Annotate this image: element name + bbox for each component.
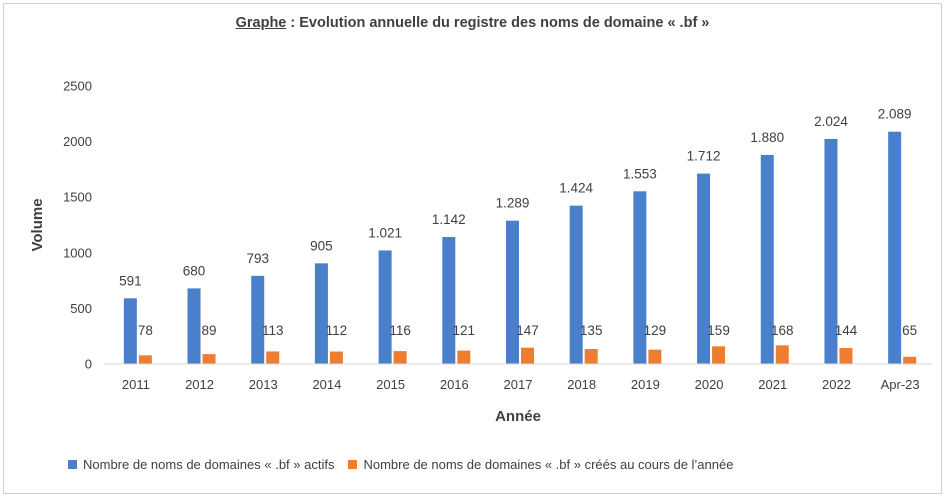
data-label-series2: 121 <box>453 323 476 338</box>
bar-series2 <box>584 348 598 364</box>
data-label-series1: 1.712 <box>687 149 721 164</box>
bars <box>123 131 917 364</box>
data-label-series1: 591 <box>119 273 142 288</box>
data-label-series2: 112 <box>326 323 348 338</box>
x-axis-ticks: 2011 2012 2013 2014 2015 2016 2017 2018 2019 2020… <box>122 377 920 392</box>
bar-series1 <box>187 288 201 364</box>
data-label-series1: 905 <box>310 238 333 253</box>
bar-series1 <box>569 205 583 364</box>
bar-series1 <box>378 250 392 364</box>
y-axis-title: Volume <box>29 198 46 251</box>
x-tick-label: 2017 <box>504 377 533 392</box>
x-tick-label: 2012 <box>185 377 214 392</box>
bar-series1 <box>760 154 774 364</box>
bar-series1 <box>697 173 711 364</box>
y-axis-ticks: 0 500 1000 1500 2000 2500 <box>63 79 92 372</box>
legend-item-series2: Nombre de noms de domaines « .bf » créés… <box>348 457 733 472</box>
bar-series2 <box>266 351 280 364</box>
bar-series1 <box>824 138 838 364</box>
data-label-series2: 78 <box>138 323 153 338</box>
bar-series2 <box>775 345 789 364</box>
x-tick-label: 2020 <box>695 377 724 392</box>
data-label-series2: 144 <box>835 323 858 338</box>
data-label-series1: 1.289 <box>496 196 530 211</box>
y-tick-label: 2500 <box>63 79 92 94</box>
data-label-series1: 793 <box>246 251 269 266</box>
data-label-series2: 135 <box>580 323 603 338</box>
y-tick-label: 2000 <box>63 134 92 149</box>
bar-series1 <box>888 131 902 364</box>
data-label-series1: 1.424 <box>559 181 593 196</box>
bar-series2 <box>393 351 407 364</box>
chart-frame <box>3 3 942 494</box>
bar-series1 <box>506 220 519 364</box>
data-label-series1: 680 <box>183 263 206 278</box>
x-axis-title: Année <box>495 408 541 425</box>
y-tick-label: 1000 <box>63 245 92 260</box>
bar-series2 <box>903 356 917 364</box>
data-label-series1: 1.880 <box>750 130 784 145</box>
chart-title-prefix: Graphe <box>235 15 287 31</box>
x-tick-label: Apr-23 <box>881 377 920 392</box>
bar-series1 <box>251 275 265 364</box>
bar-series2 <box>329 351 343 364</box>
legend-swatch-series1 <box>68 460 77 469</box>
legend-item-series1: Nombre de noms de domaines « .bf » actif… <box>68 457 334 472</box>
x-tick-label: 2019 <box>631 377 660 392</box>
bar-series2 <box>648 349 662 364</box>
data-label-series2: 159 <box>707 323 730 338</box>
data-label-series1: 2.089 <box>878 107 912 122</box>
legend: Nombre de noms de domaines « .bf » actif… <box>68 457 747 472</box>
y-tick-label: 0 <box>85 357 92 372</box>
data-label-series2: 65 <box>902 323 917 338</box>
bar-series2 <box>138 355 152 364</box>
bar-series2 <box>712 346 726 364</box>
data-label-series2: 168 <box>771 323 794 338</box>
data-label-series2: 129 <box>644 323 667 338</box>
legend-swatch-series2 <box>348 460 358 469</box>
bar-series1 <box>633 191 647 364</box>
x-tick-label: 2014 <box>312 377 341 392</box>
bar-series1 <box>442 237 456 364</box>
x-tick-label: 2018 <box>567 377 596 392</box>
bar-series2 <box>457 350 471 364</box>
x-tick-label: 2022 <box>822 377 851 392</box>
legend-label-series1: Nombre de noms de domaines « .bf » actif… <box>83 457 335 472</box>
data-label-series2: 116 <box>389 323 411 338</box>
data-label-series1: 1.553 <box>623 166 657 181</box>
data-label-series2: 89 <box>202 323 217 338</box>
data-label-series1: 1.021 <box>368 225 402 240</box>
data-label-series2: 147 <box>516 323 539 338</box>
data-labels: 591 78 680 89 793 113 905 112 1.021 116 1.142 121 1.… <box>119 107 917 338</box>
chart-title-rest: : Evolution annuelle du registre des nom… <box>286 15 710 31</box>
bar-series2 <box>521 347 534 364</box>
bar-series2 <box>202 354 216 364</box>
bar-series1 <box>123 298 137 364</box>
x-tick-label: 2011 <box>122 377 150 392</box>
x-tick-label: 2016 <box>440 377 469 392</box>
y-tick-label: 1500 <box>63 190 92 205</box>
data-label-series2: 113 <box>262 323 284 338</box>
y-tick-label: 500 <box>70 301 92 316</box>
chart-title: Graphe : Evolution annuelle du registre … <box>0 15 945 31</box>
bar-series2 <box>839 347 853 364</box>
bar-series1 <box>314 263 328 364</box>
data-label-series1: 1.142 <box>432 212 466 227</box>
x-tick-label: 2013 <box>249 377 278 392</box>
legend-label-series2: Nombre de noms de domaines « .bf » créés… <box>363 457 734 472</box>
x-tick-label: 2015 <box>376 377 405 392</box>
data-label-series1: 2.024 <box>814 114 848 129</box>
x-tick-label: 2021 <box>758 377 787 392</box>
